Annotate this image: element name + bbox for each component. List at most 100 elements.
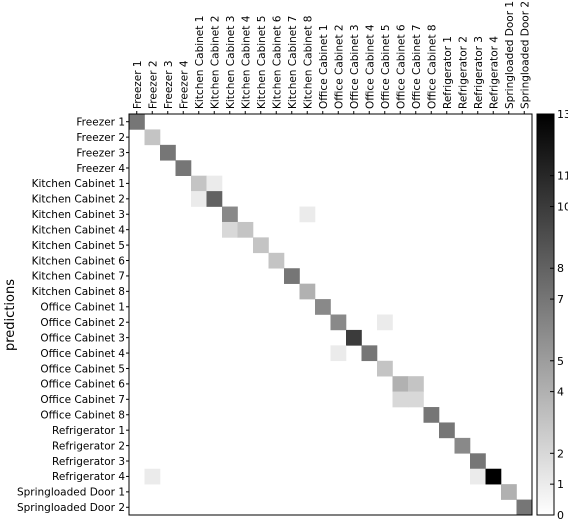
y-tick-label: Freezer 4 [76,163,125,175]
y-tick-label: Kitchen Cabinet 5 [32,240,125,252]
x-tick-label: Freezer 4 [178,60,190,109]
heatmap-cell [470,468,486,485]
heatmap-cell [175,160,192,176]
heatmap-cell [206,191,223,207]
x-tick-label: Office Cabinet 2 [333,24,345,109]
heatmap-cell [361,345,378,362]
heatmap-cell [315,299,331,315]
y-tick-label: Springloaded Door 1 [17,487,125,499]
heatmap-cell [454,437,471,454]
y-tick-label: Refrigerator 4 [52,471,125,483]
heatmap-cell [423,407,440,423]
heatmap-cell [144,129,161,146]
heatmap-cell [253,237,269,254]
heatmap-cell [299,283,316,300]
x-tick-label: Springloaded Door 2 [519,1,531,109]
heatmap-cell [501,484,517,500]
colorbar [536,113,555,516]
heatmap-cell [222,221,238,238]
colorbar-tick-label: 11 [557,170,568,183]
x-tick-label: Office Cabinet 6 [395,24,407,109]
heatmap-cell [408,376,424,392]
y-tick-label: Kitchen Cabinet 8 [32,286,125,298]
x-tick-label: Office Cabinet 1 [318,24,330,109]
colorbar-tick-label: 13 [557,108,568,121]
y-tick-label: Kitchen Cabinet 6 [32,255,126,267]
x-tick-label: Freezer 2 [147,60,159,109]
heatmap-cell [206,175,223,192]
x-tick-label: Freezer 1 [132,60,144,109]
x-tick-label: Springloaded Door 1 [504,1,516,109]
colorbar-tick-label: 2 [557,447,564,460]
x-tick-labels: Freezer 1 Freezer 2 Freezer 3 Freezer 4 Kitc… [132,1,531,114]
colorbar-tick-label: 7 [557,293,564,306]
y-tick-label: Kitchen Cabinet 2 [32,194,125,206]
heatmap-cell [160,144,176,161]
heatmap-cell [408,391,424,408]
heatmap-cell [485,468,502,485]
heatmap-cell [299,206,316,223]
y-tick-label: Kitchen Cabinet 1 [32,178,125,190]
y-tick-label: Freezer 3 [76,147,125,159]
x-tick-label: Refrigerator 1 [442,36,454,109]
y-tick-label: Refrigerator 1 [52,425,125,437]
x-tick-label: Office Cabinet 4 [364,24,376,109]
x-tick-label: Refrigerator 4 [488,36,500,109]
colorbar-tick-label: 1 [557,478,564,491]
plot-frame [128,113,533,516]
colorbar-ticks: 0 1 2 4 5 7 8 10 11 13 [550,108,568,521]
y-tick-label: Kitchen Cabinet 3 [32,209,125,221]
heatmap-cell [191,191,207,207]
y-tick-label: Office Cabinet 5 [40,363,125,375]
y-tick-label: Refrigerator 2 [52,440,125,452]
y-tick-labels: Freezer 1 Freezer 2 Freezer 3 Freezer 4 Kitc… [17,117,129,514]
x-tick-label: Kitchen Cabinet 4 [240,15,252,109]
heatmap-cell [346,329,362,346]
y-tick-label: Office Cabinet 4 [40,348,125,360]
x-tick-label: Freezer 3 [163,60,175,109]
y-tick-label: Office Cabinet 7 [40,394,125,406]
x-tick-label: Kitchen Cabinet 5 [256,16,268,109]
heatmap-cell [516,499,533,516]
x-tick-label: Kitchen Cabinet 2 [209,16,221,109]
heatmap-cell [144,468,161,485]
x-tick-label: Office Cabinet 3 [349,24,361,109]
colorbar-tick-label: 0 [557,509,564,521]
x-tick-label: Refrigerator 2 [457,36,469,109]
y-tick-label: Office Cabinet 1 [40,302,125,314]
heatmap-cell [330,314,347,331]
y-tick-label: Office Cabinet 6 [40,379,125,391]
heatmap-cell [222,206,238,223]
y-tick-label: Office Cabinet 2 [40,317,125,329]
heatmap-cell [439,422,455,439]
x-tick-label: Kitchen Cabinet 8 [302,16,314,109]
x-tick-label: Office Cabinet 7 [411,24,423,109]
colorbar-tick-label: 5 [557,355,564,368]
x-tick-label: Kitchen Cabinet 6 [271,15,283,109]
heatmap-cell [470,453,486,470]
y-tick-label: Kitchen Cabinet 4 [32,224,126,236]
heatmap-cell [392,376,409,392]
y-axis-label: predictions [3,279,18,351]
heatmap-cell [129,114,145,130]
colorbar-tick-label: 10 [557,201,568,214]
y-tick-label: Office Cabinet 3 [40,332,125,344]
heatmap-cells [129,114,533,516]
heatmap-cell [377,360,393,377]
heatmap-cell [237,221,254,238]
x-tick-label: Refrigerator 3 [473,36,485,109]
x-tick-label: Kitchen Cabinet 1 [194,16,206,109]
colorbar-tick-label: 8 [557,262,564,275]
heatmap-cell [392,391,409,408]
y-tick-label: Freezer 1 [76,117,125,129]
y-tick-label: Springloaded Door 2 [17,502,125,514]
heatmap-cell [330,345,347,362]
heatmap-cell [268,252,285,269]
x-tick-label: Kitchen Cabinet 7 [287,16,299,109]
x-tick-label: Kitchen Cabinet 3 [225,16,237,109]
heatmap-cell [284,268,300,284]
x-tick-label: Office Cabinet 5 [380,24,392,109]
x-tick-label: Office Cabinet 8 [426,24,438,109]
heatmap-cell [191,175,207,192]
